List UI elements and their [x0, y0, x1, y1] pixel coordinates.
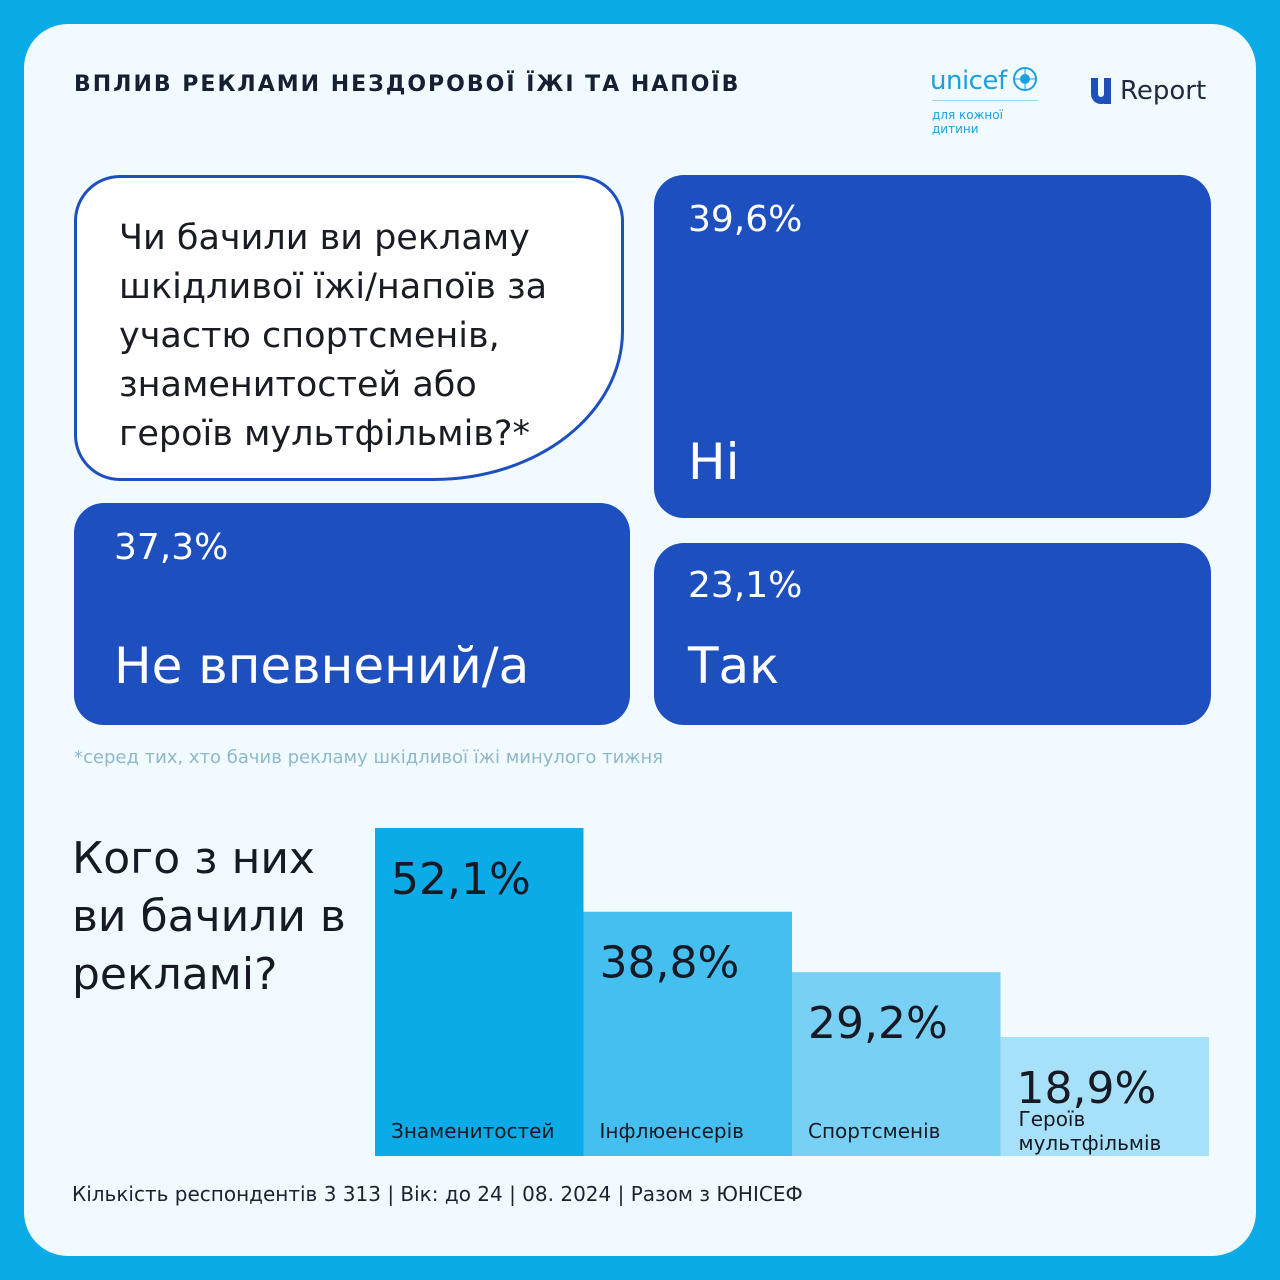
answer-tile-unsure: 37,3% Не впевнений/а: [74, 503, 630, 725]
chart-question: Кого з них ви бачили в рекламі?: [72, 833, 346, 1000]
answer-tile-no: 39,6% Ні: [654, 175, 1211, 518]
answer-unsure-label: Не впевнений/а: [114, 637, 530, 695]
answer-tile-yes: 23,1% Так: [654, 543, 1211, 725]
unicef-globe-icon: [1013, 67, 1037, 91]
question-bubble: Чи бачили ви рекламу шкідливої їжі/напої…: [74, 175, 624, 481]
answer-yes-label: Так: [688, 637, 780, 695]
ureport-u-icon: [1091, 78, 1111, 104]
ureport-wordmark: Report: [1120, 76, 1207, 106]
answer-yes-percent: 23,1%: [688, 565, 803, 606]
answer-unsure-percent: 37,3%: [114, 527, 229, 568]
answer-no-percent: 39,6%: [688, 199, 803, 240]
unicef-wordmark: unicef: [930, 66, 1007, 96]
unicef-divider: [932, 100, 1038, 101]
unicef-tagline: для кожної дитини: [932, 108, 1003, 136]
footer-meta: Кількість респондентів 3 313 | Вік: до 2…: [72, 1182, 803, 1206]
question-text: Чи бачили ви рекламу шкідливої їжі/напої…: [119, 218, 548, 454]
answer-no-label: Ні: [688, 433, 740, 491]
ureport-logo: Report: [1088, 74, 1228, 110]
page-title: ВПЛИВ РЕКЛАМИ НЕЗДОРОВОЇ ЇЖІ ТА НАПОЇВ: [74, 72, 741, 97]
unicef-logo: unicef для кожної дитини: [930, 64, 1042, 136]
footnote: *серед тих, хто бачив рекламу шкідливої …: [74, 747, 664, 768]
